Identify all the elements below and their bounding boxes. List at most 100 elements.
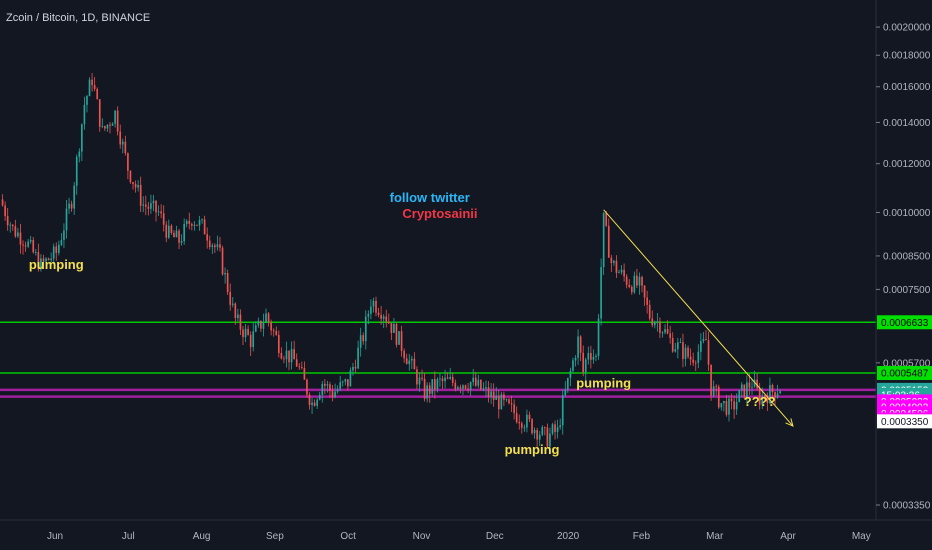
candle-body <box>467 388 469 390</box>
candle-body <box>543 427 546 429</box>
candle-body <box>449 376 452 379</box>
candle-body <box>656 321 659 323</box>
candle-body <box>595 355 597 357</box>
candle-body <box>607 225 610 258</box>
candle-body <box>715 386 718 388</box>
candle-body <box>37 252 40 270</box>
candle-body <box>434 379 436 390</box>
annotation-text[interactable]: pumping <box>505 442 560 457</box>
candle-body <box>370 306 372 314</box>
candle-body <box>564 389 567 396</box>
price-axis[interactable]: 0.0020000 0.0018000 0.0016000 0.0014000 0.00… <box>876 23 931 512</box>
candle-body <box>17 232 19 237</box>
candle-body <box>464 385 467 389</box>
candle-body <box>618 272 620 274</box>
candle-body <box>254 325 257 332</box>
candle-body <box>684 347 687 359</box>
candle-body <box>265 313 267 323</box>
candle-body <box>19 232 22 245</box>
candle-body <box>495 395 498 400</box>
candle-body <box>697 351 700 363</box>
candle-body <box>700 341 702 352</box>
candle-body <box>206 234 209 241</box>
candle-body <box>689 356 692 360</box>
candle-body <box>761 395 764 405</box>
x-tick-label: May <box>852 531 871 542</box>
candle-body <box>462 385 464 389</box>
candle-body <box>364 316 367 342</box>
candle-body <box>219 244 221 248</box>
candle-body <box>27 241 29 247</box>
candle-body <box>720 403 723 408</box>
y-tick-label: 0.0008500 <box>883 251 931 262</box>
annotation-text[interactable]: ???? <box>744 394 776 409</box>
candle-body <box>137 184 139 188</box>
candle-body <box>431 379 434 394</box>
candle-body <box>127 153 129 171</box>
candle-body <box>615 260 618 273</box>
y-tick-label: 0.0005700 <box>883 358 931 369</box>
candle-body <box>638 276 641 286</box>
annotation-text[interactable]: Cryptosainii <box>402 206 477 221</box>
candle-body <box>237 314 239 318</box>
candle-body <box>29 240 32 242</box>
price-badge <box>877 315 932 330</box>
candle-body <box>487 387 490 398</box>
candle-body <box>42 258 45 262</box>
candle-body <box>533 430 536 434</box>
candle-body <box>393 323 395 333</box>
candle-body <box>303 368 306 380</box>
annotation-text[interactable]: pumping <box>576 375 631 390</box>
price-badge <box>877 366 932 381</box>
annotation-text[interactable]: follow twitter <box>390 190 470 205</box>
candle-body <box>308 394 311 405</box>
candle-body <box>160 211 162 214</box>
candle-body <box>549 433 551 447</box>
candle-body <box>416 369 418 385</box>
candle-body <box>193 224 196 226</box>
candle-body <box>347 379 349 387</box>
candle-body <box>119 131 122 145</box>
candle-body <box>109 124 111 126</box>
candle-body <box>152 200 155 204</box>
candle-body <box>234 303 237 318</box>
price-badge-label: 0.0005487 <box>881 369 929 380</box>
candle-body <box>774 391 776 398</box>
trendline[interactable] <box>603 209 794 427</box>
price-badge-label: 0.0006633 <box>881 318 929 329</box>
candle-body <box>746 382 748 398</box>
x-tick-label: Mar <box>706 531 724 542</box>
candle-body <box>546 427 549 447</box>
candle-body <box>485 387 487 389</box>
annotation-text[interactable]: pumping <box>29 257 84 272</box>
candle-body <box>756 379 758 389</box>
candle-body <box>567 377 569 390</box>
candle-body <box>270 321 272 331</box>
candle-body <box>111 123 114 126</box>
candle-body <box>6 216 9 226</box>
candle-body <box>518 422 521 424</box>
candle-body <box>541 427 544 435</box>
candle-body <box>707 340 710 365</box>
candle-body <box>600 267 602 319</box>
candle-body <box>60 239 63 245</box>
candle-body <box>526 414 528 428</box>
candle-body <box>587 353 590 360</box>
candle-body <box>382 316 385 319</box>
candle-body <box>653 322 656 326</box>
candle-body <box>260 320 262 329</box>
candle-body <box>613 260 615 263</box>
candle-body <box>582 352 585 373</box>
candle-body <box>98 99 101 127</box>
candle-body <box>185 220 188 225</box>
candle-body <box>400 331 403 351</box>
candle-body <box>91 79 93 86</box>
candle-body <box>528 414 531 420</box>
candle-body <box>357 347 359 369</box>
candle-body <box>500 394 503 410</box>
time-axis[interactable]: Jun Jul Aug Sep Oct Nov Dec 2020 Feb Mar Apr May <box>47 531 871 542</box>
candle-body <box>11 224 14 227</box>
y-tick-label: 0.0010000 <box>883 208 931 219</box>
candle-body <box>81 124 83 152</box>
